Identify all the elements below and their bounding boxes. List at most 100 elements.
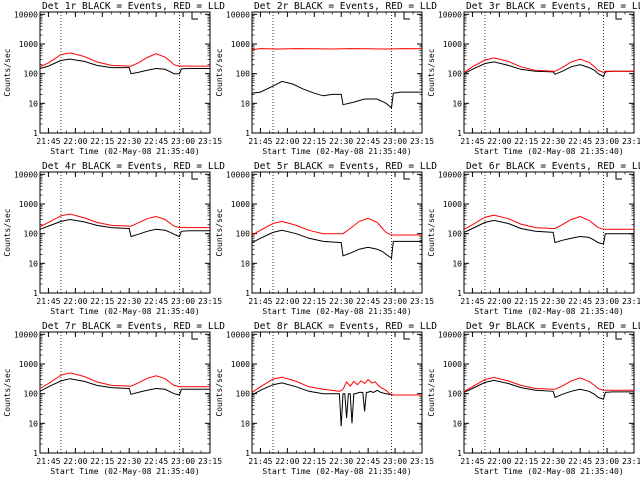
x-tick-label: 22:30 xyxy=(117,137,141,146)
lld-series-line xyxy=(463,57,634,73)
y-tick-label: 1000 xyxy=(231,200,250,209)
x-tick-label: 23:15 xyxy=(198,137,222,146)
panel-8: Det 8r BLACK = Events, RED = LLD 1 10 100 10… xyxy=(215,321,437,476)
lld-series-line xyxy=(39,372,210,389)
events-series-line xyxy=(463,379,634,400)
x-tick-label: 23:00 xyxy=(171,297,195,306)
y-tick-label: 1 xyxy=(457,449,462,458)
y-tick-label: 100 xyxy=(236,70,251,79)
y-tick-label: 100 xyxy=(236,230,251,239)
y-tick-label: 10 xyxy=(452,99,462,108)
y-tick-label: 1000 xyxy=(19,360,38,369)
x-tick-label: 23:15 xyxy=(410,137,434,146)
y-tick-label: 100 xyxy=(448,230,463,239)
y-axis-label: Counts/sec xyxy=(215,368,224,416)
panel-9: Det 9r BLACK = Events, RED = LLD 1 10 100 10… xyxy=(427,321,640,476)
x-tick-label: 23:15 xyxy=(410,457,434,466)
lld-series-line xyxy=(463,376,634,392)
y-tick-label: 1000 xyxy=(231,360,250,369)
y-tick-label: 10000 xyxy=(438,330,462,339)
x-tick-label: 23:15 xyxy=(198,297,222,306)
events-series-line xyxy=(251,80,422,109)
flag-mark xyxy=(191,12,198,20)
x-tick-label: 22:15 xyxy=(302,297,326,306)
plot-frame xyxy=(251,171,423,294)
plot-frame xyxy=(463,171,635,294)
x-tick-label: 23:00 xyxy=(171,137,195,146)
y-tick-label: 10000 xyxy=(226,170,250,179)
y-tick-label: 1000 xyxy=(443,200,462,209)
panel-title: Det 6r BLACK = Events, RED = LLD xyxy=(466,161,640,172)
x-tick-label: 22:00 xyxy=(275,297,299,306)
events-series-line xyxy=(39,218,210,238)
x-tick-label: 23:00 xyxy=(383,137,407,146)
flag-mark xyxy=(403,172,410,180)
y-axis-label: Counts/sec xyxy=(215,48,224,96)
lld-series-line xyxy=(251,376,422,396)
panel-title: Det 4r BLACK = Events, RED = LLD xyxy=(42,161,225,172)
x-tick-label: 22:15 xyxy=(302,137,326,146)
x-tick-label: 23:00 xyxy=(171,457,195,466)
x-tick-label: 22:00 xyxy=(487,297,511,306)
panel-title: Det 9r BLACK = Events, RED = LLD xyxy=(466,321,640,332)
y-tick-label: 10000 xyxy=(438,10,462,19)
x-tick-label: 21:45 xyxy=(248,137,272,146)
plot-frame xyxy=(463,331,635,454)
plot-frame xyxy=(39,11,211,134)
lld-series-line xyxy=(463,214,634,230)
y-tick-label: 100 xyxy=(24,230,39,239)
x-tick-label: 22:30 xyxy=(117,297,141,306)
x-tick-label: 23:15 xyxy=(410,297,434,306)
x-axis-label: Start Time (02-May-08 21:35:40) xyxy=(262,307,411,316)
x-tick-label: 22:00 xyxy=(487,457,511,466)
events-series-line xyxy=(251,229,422,259)
y-tick-label: 1 xyxy=(245,449,250,458)
x-tick-label: 22:45 xyxy=(356,297,380,306)
flag-mark xyxy=(191,332,198,340)
y-axis-label: Counts/sec xyxy=(427,48,436,96)
events-series-line xyxy=(463,61,634,78)
x-tick-label: 22:45 xyxy=(568,457,592,466)
x-tick-label: 21:45 xyxy=(36,137,60,146)
y-tick-label: 10 xyxy=(452,419,462,428)
lld-series-line xyxy=(251,48,423,51)
x-tick-label: 21:45 xyxy=(36,457,60,466)
y-tick-label: 10000 xyxy=(14,10,38,19)
y-tick-label: 100 xyxy=(236,390,251,399)
plot-frame xyxy=(39,171,211,294)
plot-frame xyxy=(251,11,423,134)
flag-mark xyxy=(615,172,622,180)
flag-mark xyxy=(403,12,410,20)
y-tick-label: 10 xyxy=(240,259,250,268)
x-tick-label: 23:00 xyxy=(383,457,407,466)
y-axis-label: Counts/sec xyxy=(215,208,224,256)
x-tick-label: 22:15 xyxy=(90,457,114,466)
x-tick-label: 23:15 xyxy=(622,457,640,466)
y-tick-label: 100 xyxy=(24,70,39,79)
lld-series-line xyxy=(39,52,210,68)
x-tick-label: 23:00 xyxy=(595,297,619,306)
x-axis-label: Start Time (02-May-08 21:35:40) xyxy=(50,307,199,316)
panel-2: Det 2r BLACK = Events, RED = LLD 1 10 100 10… xyxy=(215,1,437,156)
y-tick-label: 100 xyxy=(448,70,463,79)
x-tick-label: 21:45 xyxy=(36,297,60,306)
x-tick-label: 22:00 xyxy=(487,137,511,146)
x-tick-label: 21:45 xyxy=(248,457,272,466)
x-tick-label: 22:45 xyxy=(356,137,380,146)
y-axis-label: Counts/sec xyxy=(3,48,12,96)
x-tick-label: 22:15 xyxy=(514,137,538,146)
y-tick-label: 10 xyxy=(240,419,250,428)
panel-1: Det 1r BLACK = Events, RED = LLD 1 10 100 10… xyxy=(3,1,225,156)
y-tick-label: 1000 xyxy=(19,200,38,209)
x-tick-label: 22:00 xyxy=(275,457,299,466)
x-tick-label: 22:45 xyxy=(144,137,168,146)
x-tick-label: 22:15 xyxy=(302,457,326,466)
plot-frame xyxy=(251,331,423,454)
x-tick-label: 22:15 xyxy=(90,137,114,146)
x-axis-label: Start Time (02-May-08 21:35:40) xyxy=(262,147,411,156)
y-axis-label: Counts/sec xyxy=(3,208,12,256)
x-tick-label: 22:30 xyxy=(117,457,141,466)
events-series-line xyxy=(39,58,210,75)
x-tick-label: 23:15 xyxy=(198,457,222,466)
